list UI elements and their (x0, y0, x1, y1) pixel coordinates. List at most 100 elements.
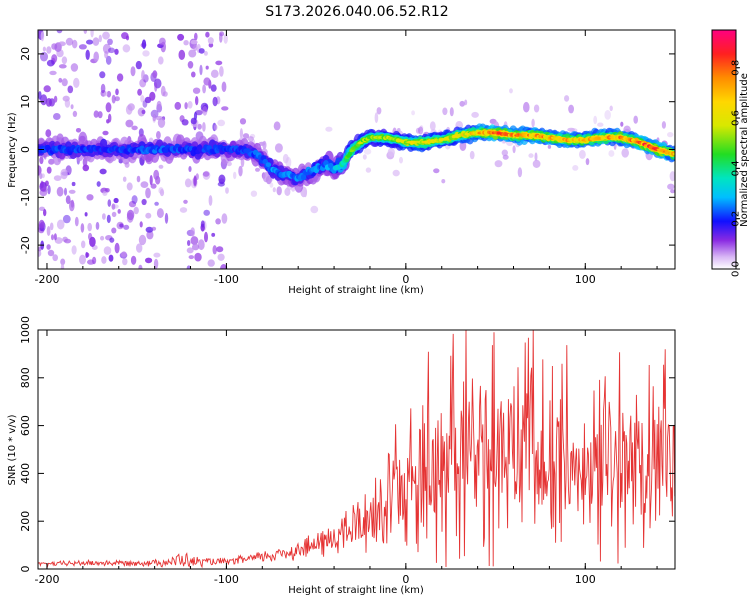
heatmap-noise-cell (40, 51, 48, 62)
heatmap-noise-cell (61, 78, 68, 87)
heatmap-noise-cell (217, 253, 225, 261)
heatmap-noise-cell (208, 42, 214, 48)
heatmap-noise-cell (177, 33, 185, 41)
heatmap-noise-cell (92, 256, 97, 265)
heatmap-noise-cell (233, 171, 237, 180)
heatmap-noise-cell (71, 181, 76, 187)
heatmap-noise-cell (219, 32, 223, 43)
heatmap-noise-cell (150, 109, 159, 118)
heatmap-noise-cell (90, 30, 94, 38)
heatmap-noise-cell (191, 71, 196, 78)
heatmap-noise-cell (184, 178, 192, 188)
spectrogram-x-tick-label: -200 (34, 273, 59, 286)
heatmap-noise-cell (111, 94, 116, 104)
heatmap-noise-cell (95, 221, 100, 230)
heatmap-noise-cell (38, 249, 42, 257)
snr-y-tick-label: 1000 (19, 316, 32, 344)
heatmap-noise-cell (73, 77, 80, 88)
heatmap-noise-cell (186, 247, 194, 254)
colorbar-gradient (711, 29, 737, 270)
heatmap-noise-cell (49, 222, 54, 231)
heatmap-noise-cell (620, 121, 624, 127)
heatmap-noise-cell (197, 123, 202, 130)
heatmap-noise-cell (509, 88, 513, 94)
heatmap-noise-cell (667, 132, 674, 138)
heatmap-noise-cell (512, 145, 516, 154)
heatmap-noise-cell (130, 255, 137, 265)
heatmap-noise-cell (108, 254, 114, 262)
heatmap-noise-cell (133, 206, 139, 215)
spectrogram-x-tick-label: 100 (575, 273, 596, 286)
heatmap-noise-cell (38, 219, 45, 229)
heatmap-noise-cell (159, 189, 165, 197)
heatmap-noise-cell (184, 102, 188, 110)
heatmap-noise-cell (158, 164, 164, 169)
heatmap-noise-cell (469, 150, 475, 160)
heatmap-noise-cell (99, 168, 107, 175)
heatmap-noise-cell (49, 98, 55, 107)
snr-x-tick-label: 100 (575, 573, 596, 586)
chart-title: S173.2026.040.06.52.R12 (265, 4, 448, 20)
heatmap-noise-cell (131, 125, 138, 131)
heatmap-noise-cell (188, 255, 194, 260)
heatmap-noise-cell (568, 104, 574, 114)
heatmap-noise-cell (202, 106, 208, 116)
heatmap-noise-cell (119, 223, 124, 228)
heatmap-noise-cell (153, 252, 161, 258)
heatmap-noise-cell (221, 213, 228, 224)
heatmap-noise-cell (220, 264, 228, 269)
colorbar-tick-label: 0.6 (730, 110, 741, 126)
heatmap-ridge-cell (100, 138, 108, 149)
heatmap-noise-cell (141, 198, 147, 206)
heatmap-noise-cell (212, 245, 217, 255)
heatmap-ridge-cell (347, 151, 353, 156)
heatmap-noise-cell (187, 61, 194, 69)
heatmap-noise-cell (79, 254, 86, 265)
heatmap-noise-cell (217, 119, 226, 127)
heatmap-noise-cell (218, 174, 226, 185)
heatmap-noise-cell (100, 235, 105, 241)
heatmap-noise-cell (193, 111, 198, 121)
heatmap-noise-cell (547, 144, 552, 149)
heatmap-noise-cell (193, 175, 197, 187)
heatmap-noise-cell (115, 88, 119, 96)
heatmap-noise-cell (609, 105, 613, 112)
heatmap-noise-cell (262, 140, 267, 150)
heatmap-noise-cell (122, 44, 131, 53)
heatmap-noise-cell (62, 236, 68, 242)
heatmap-noise-cell (187, 101, 193, 109)
spectrogram-y-axis-label: Frequency (Hz) (7, 112, 18, 188)
heatmap-noise-cell (418, 126, 424, 135)
heatmap-noise-cell (188, 49, 197, 58)
heatmap-noise-cell (114, 96, 120, 102)
snr-y-tick-label: 400 (19, 463, 32, 484)
heatmap-noise-cell (56, 186, 64, 197)
spectrogram-y-tick-label: 20 (19, 47, 32, 61)
colorbar-tick-label: 0.2 (730, 211, 741, 227)
heatmap-noise-cell (325, 126, 333, 132)
heatmap-noise-cell (136, 175, 141, 183)
heatmap-noise-cell (142, 100, 148, 108)
snr-y-tick-label: 0 (19, 566, 32, 573)
heatmap-noise-cell (203, 51, 208, 56)
snr-y-tick-label: 200 (19, 511, 32, 532)
heatmap-noise-cell (51, 43, 58, 50)
heatmap-noise-cell (517, 167, 523, 178)
heatmap-noise-cell (501, 149, 508, 157)
heatmap-noise-cell (151, 226, 157, 231)
heatmap-noise-cell (126, 182, 133, 191)
heatmap-noise-cell (40, 94, 48, 106)
heatmap-noise-cell (111, 227, 117, 234)
heatmap-noise-cell (146, 230, 154, 240)
heatmap-noise-cell (255, 167, 260, 172)
heatmap-noise-cell (145, 187, 151, 199)
heatmap-noise-cell (214, 124, 218, 131)
heatmap-noise-cell (130, 66, 136, 77)
heatmap-noise-cell (102, 213, 106, 220)
heatmap-noise-cell (86, 39, 94, 45)
heatmap-noise-cell (190, 227, 195, 237)
heatmap-noise-cell (53, 175, 62, 182)
heatmap-noise-cell (158, 56, 164, 65)
